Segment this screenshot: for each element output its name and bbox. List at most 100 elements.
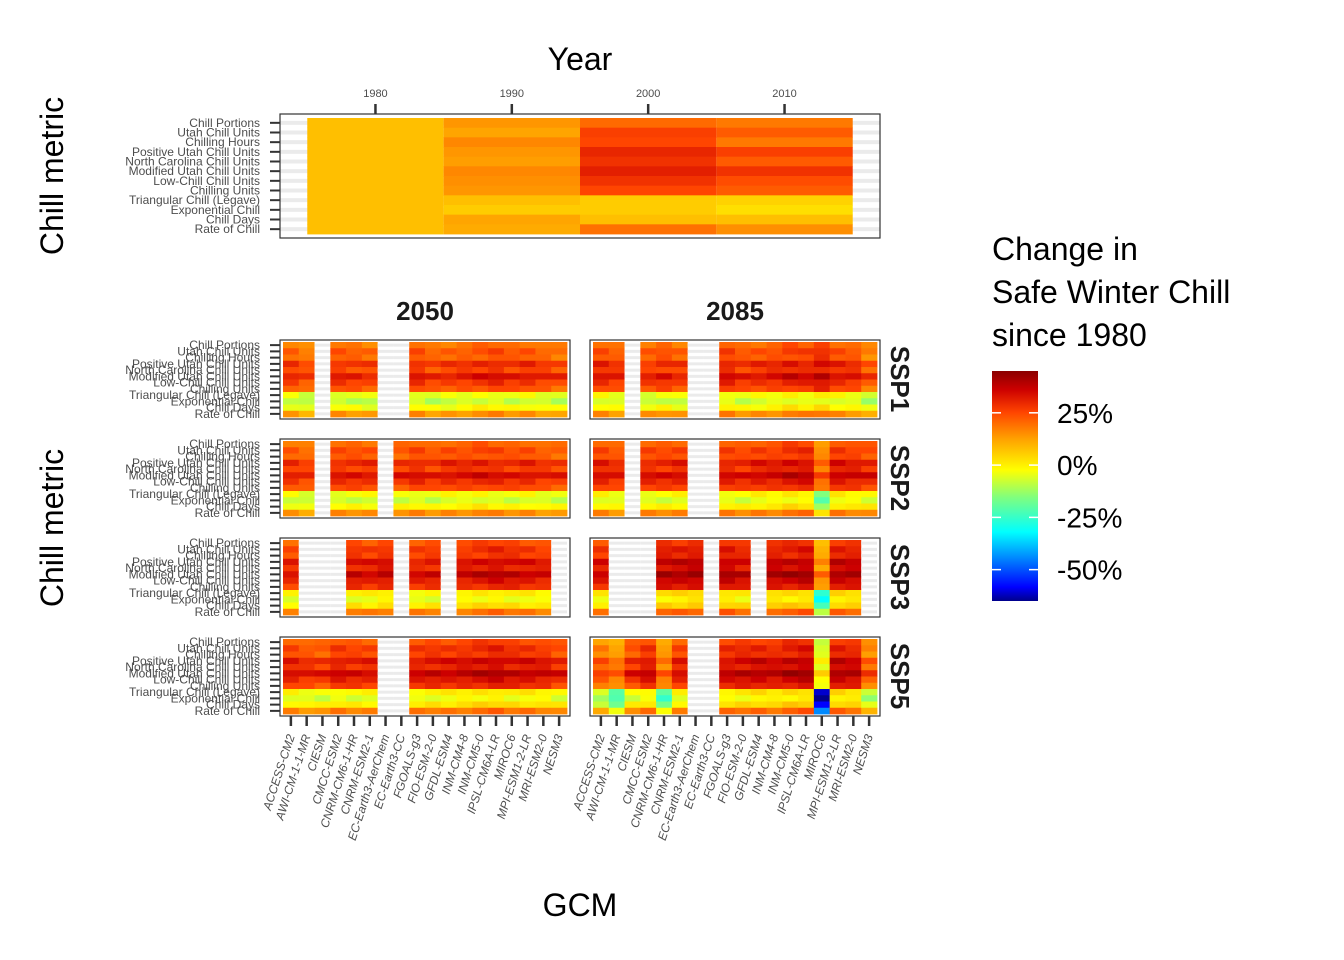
cell-ssp5-2085-miroc6-north-carolina-chill-units	[813, 664, 831, 671]
cell-ssp3-2050-ipsl-cm6a-lr-low-chill-chill-units	[488, 577, 505, 585]
cell-ssp5-2085-cnrm-esm2-1-triangular-chill-legave	[671, 689, 689, 696]
cell-ssp1-2085-miroc6-utah-chill-units	[813, 348, 831, 355]
cell-ssp1-2085-cnrm-esm2-1-chill-portions	[671, 342, 689, 349]
cell-ssp5-2050-cnrm-cm6-1-hr-triangular-chill-legave	[346, 689, 363, 696]
cell-ssp2-2050-access-cm2-chilling-units	[283, 484, 300, 492]
cell-ssp5-2050-nesm3-rate-of-chill	[551, 707, 568, 715]
cell-ssp1-2085-mpi-esm1-2-lr-chilling-hours	[829, 354, 846, 362]
cell-ssp2-2050-mri-esm2-0-positive-utah-chill-units	[535, 459, 552, 467]
cell-ssp1-2050-cnrm-esm2-1-north-carolina-chill-units	[361, 367, 379, 374]
cell-ssp5-2085-cnrm-cm6-1-hr-low-chill-chill-units	[656, 676, 673, 684]
panel-y-label-low-chill-chill-units: Low-Chill Chill Units	[153, 574, 260, 588]
cell-ssp2-2050-nesm3-triangular-chill-legave	[551, 491, 568, 498]
cell-ssp5-2050-gfdl-esm4-exponential-chill	[440, 695, 457, 702]
cell-ssp1-2050-cnrm-esm2-1-low-chill-chill-units	[361, 379, 379, 387]
cell-ssp5-2085-cnrm-esm2-1-rate-of-chill	[671, 707, 689, 715]
cell-ssp1-2050-inm-cm5-0-chill-portions	[472, 342, 489, 349]
cell-ssp3-2050-mri-esm2-0-exponential-chill	[535, 596, 552, 603]
cell-ssp5-2050-fgoals-g3-positive-utah-chill-units	[409, 657, 426, 665]
cell-ssp3-2085-ec-earth3-aerchem-chill-days	[687, 602, 704, 610]
missing-column-ciesm	[624, 538, 641, 617]
cell-ssp5-2050-inm-cm4-8-low-chill-chill-units	[456, 676, 473, 684]
cell-ssp3-2050-access-cm2-chilling-units	[283, 583, 300, 591]
cell-ssp1-2050-fio-esm-2-0-north-carolina-chill-units	[425, 367, 442, 374]
cell-ssp2-2050-mri-esm2-0-chilling-units	[535, 484, 552, 492]
cell-ssp1-2085-nesm3-chill-days	[861, 404, 878, 412]
cell-ssp2-2085-cmcc-esm2-triangular-chill-legave	[640, 491, 657, 498]
cell-ssp5-2085-fgoals-g3-chill-portions	[719, 639, 736, 646]
cell-ssp3-2050-mpi-esm1-2-lr-positive-utah-chill-units	[519, 558, 536, 566]
cell-ssp2-2050-mri-esm2-0-rate-of-chill	[535, 509, 552, 517]
missing-column-ciesm	[314, 538, 331, 617]
cell-ssp1-2050-nesm3-chill-days	[551, 404, 568, 412]
cell-ssp3-2050-access-cm2-rate-of-chill	[283, 608, 300, 616]
cell-ssp3-2050-ipsl-cm6a-lr-chill-portions	[488, 540, 505, 547]
cell-ssp2-2050-cnrm-esm2-1-rate-of-chill	[361, 509, 379, 517]
cell-ssp1-2050-awi-cm-1-1-mr-chill-days	[298, 404, 315, 412]
cell-ssp2-2085-fgoals-g3-chilling-units	[719, 484, 736, 492]
cell-ssp3-2085-mpi-esm1-2-lr-chilling-hours	[829, 552, 846, 560]
cell-ssp2-2050-cnrm-cm6-1-hr-chilling-units	[346, 484, 363, 492]
cell-ssp1-2050-awi-cm-1-1-mr-chilling-hours	[298, 354, 315, 362]
cell-ssp5-2085-inm-cm4-8-utah-chill-units	[766, 645, 783, 652]
cell-ssp5-2085-miroc6-positive-utah-chill-units	[813, 657, 831, 665]
cell-ssp5-2050-inm-cm4-8-rate-of-chill	[456, 707, 473, 715]
cell-ssp2-2085-cnrm-esm2-1-exponential-chill	[671, 497, 689, 504]
cell-ssp3-2085-mpi-esm1-2-lr-chill-portions	[829, 540, 846, 547]
cell-ssp2-2050-ec-earth3-cc-chilling-hours	[393, 453, 410, 461]
cell-ssp1-2085-inm-cm4-8-chill-portions	[766, 342, 783, 349]
cell-ssp2-2050-mpi-esm1-2-lr-positive-utah-chill-units	[519, 459, 536, 467]
cell-ssp5-2050-mri-esm2-0-rate-of-chill	[535, 707, 552, 715]
cell-ssp1-2050-mpi-esm1-2-lr-low-chill-chill-units	[519, 379, 536, 387]
cell-ssp2-2085-fgoals-g3-chilling-hours	[719, 453, 736, 461]
cell-ssp3-2050-cnrm-esm2-1-triangular-chill-legave	[361, 590, 379, 597]
cell-ssp2-2050-cnrm-esm2-1-exponential-chill	[361, 497, 379, 504]
cell-ssp1-2085-mri-esm2-0-north-carolina-chill-units	[845, 367, 862, 374]
cell-ssp2-2085-inm-cm4-8-triangular-chill-legave	[766, 491, 783, 498]
panel-y-label-chilling-units: Chilling Units	[190, 580, 260, 594]
cell-ssp5-2050-mri-esm2-0-positive-utah-chill-units	[535, 657, 552, 665]
cell-ssp3-2085-miroc6-low-chill-chill-units	[813, 577, 831, 585]
cell-ssp5-2085-mri-esm2-0-chill-days	[845, 701, 862, 709]
cell-ssp2-2050-cmcc-esm2-triangular-chill-legave	[330, 491, 347, 498]
cell-ssp5-2050-miroc6-low-chill-chill-units	[503, 676, 521, 684]
cell-ssp1-2085-mri-esm2-0-positive-utah-chill-units	[845, 360, 862, 368]
cell-ssp1-2085-fgoals-g3-triangular-chill-legave	[719, 392, 736, 399]
cell-ssp2-2050-fio-esm-2-0-low-chill-chill-units	[425, 478, 442, 486]
cell-ssp2-2050-ipsl-cm6a-lr-utah-chill-units	[488, 447, 505, 454]
top-cell-1995-low-chill-chill-units	[580, 176, 717, 187]
missing-column-awi-cm-1-1-mr	[298, 538, 315, 617]
cell-ssp2-2085-mpi-esm1-2-lr-low-chill-chill-units	[829, 478, 846, 486]
cell-ssp3-2085-fio-esm-2-0-modified-utah-chill-units	[735, 571, 752, 578]
cell-ssp5-2085-mpi-esm1-2-lr-north-carolina-chill-units	[829, 664, 846, 671]
top-cell-1975-utah-chill-units	[307, 127, 444, 138]
missing-column-cmcc-esm2	[330, 538, 347, 617]
cell-ssp2-2050-mpi-esm1-2-lr-chill-days	[519, 503, 536, 511]
cell-ssp2-2085-inm-cm5-0-positive-utah-chill-units	[782, 459, 799, 467]
cell-ssp1-2085-fgoals-g3-chilling-units	[719, 385, 736, 393]
cell-ssp2-2085-awi-cm-1-1-mr-north-carolina-chill-units	[608, 466, 625, 473]
legend-ticks: 25%0%-25%-50%	[992, 398, 1122, 586]
cell-ssp3-2050-miroc6-positive-utah-chill-units	[503, 558, 521, 566]
cell-ssp3-2085-cnrm-esm2-1-exponential-chill	[671, 596, 689, 603]
cell-ssp5-2050-mpi-esm1-2-lr-positive-utah-chill-units	[519, 657, 536, 665]
cell-ssp5-2085-ciesm-rate-of-chill	[624, 707, 641, 715]
cell-ssp3-2085-fio-esm-2-0-chilling-hours	[735, 552, 752, 560]
cell-ssp2-2085-mri-esm2-0-north-carolina-chill-units	[845, 466, 862, 473]
cell-ssp1-2050-inm-cm4-8-triangular-chill-legave	[456, 392, 473, 399]
cell-ssp5-2085-inm-cm5-0-utah-chill-units	[782, 645, 799, 652]
cell-ssp2-2050-inm-cm4-8-chill-days	[456, 503, 473, 511]
cell-ssp2-2050-ec-earth3-cc-chill-portions	[393, 441, 410, 448]
cell-ssp1-2085-ipsl-cm6a-lr-triangular-chill-legave	[798, 392, 815, 399]
cell-ssp3-2050-inm-cm4-8-chilling-units	[456, 583, 473, 591]
cell-ssp2-2085-mri-esm2-0-triangular-chill-legave	[845, 491, 862, 498]
cell-ssp1-2085-inm-cm5-0-chill-portions	[782, 342, 799, 349]
cell-ssp2-2085-cmcc-esm2-low-chill-chill-units	[640, 478, 657, 486]
cell-ssp2-2050-mri-esm2-0-chill-days	[535, 503, 552, 511]
cell-ssp3-2050-fgoals-g3-low-chill-chill-units	[409, 577, 426, 585]
cell-ssp3-2050-fgoals-g3-utah-chill-units	[409, 546, 426, 553]
cell-ssp1-2085-fio-esm-2-0-chilling-hours	[735, 354, 752, 362]
cell-ssp3-2085-mri-esm2-0-rate-of-chill	[845, 608, 862, 616]
cell-ssp3-2085-miroc6-chill-days	[813, 602, 831, 610]
cell-ssp3-2085-inm-cm4-8-triangular-chill-legave	[766, 590, 783, 597]
